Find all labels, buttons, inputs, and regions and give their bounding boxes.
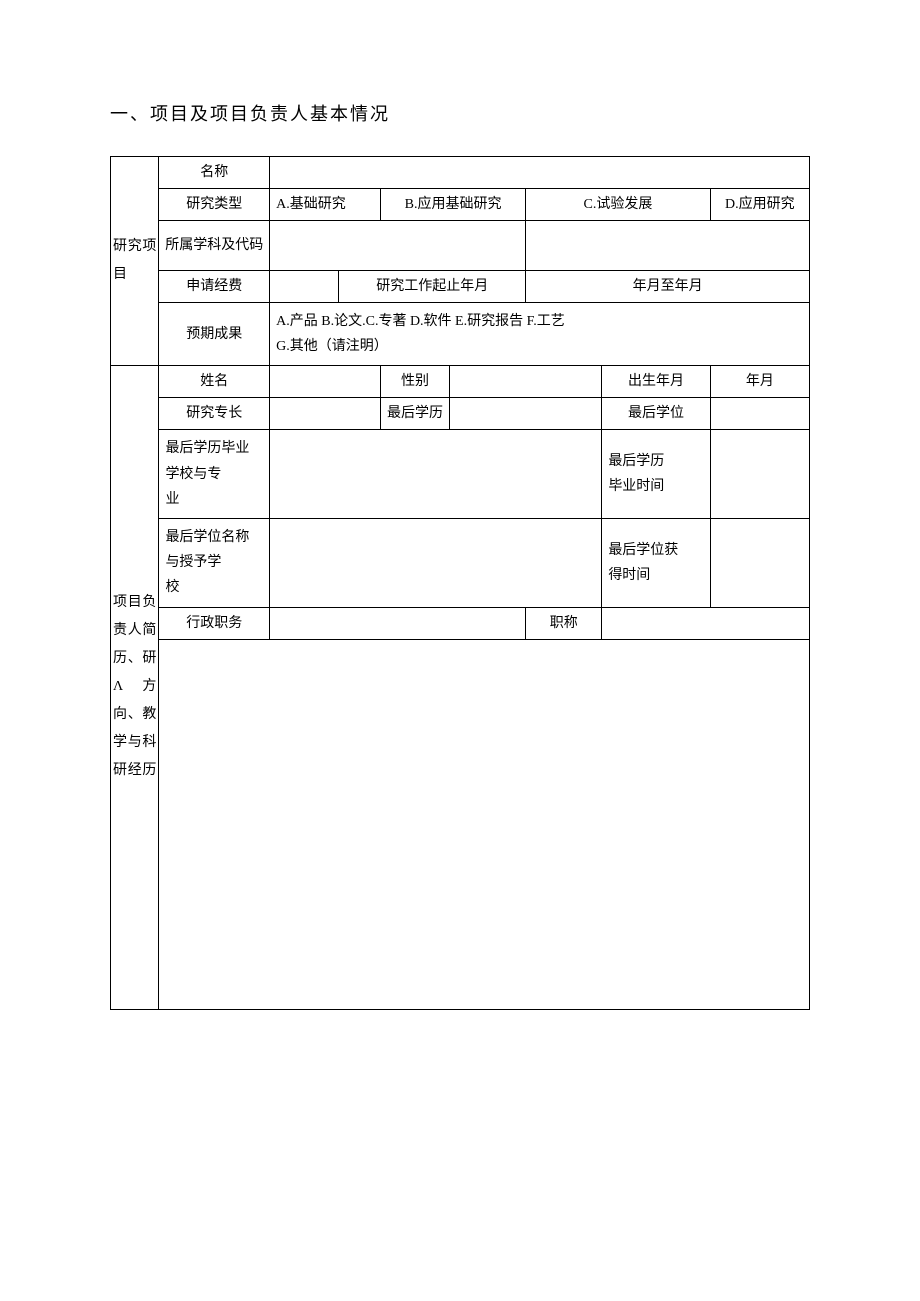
label-birth: 出生年月 bbox=[602, 366, 710, 398]
label-name: 名称 bbox=[159, 157, 270, 189]
label-period: 研究工作起止年月 bbox=[339, 271, 526, 303]
cell-subject-1 bbox=[270, 221, 526, 271]
label-degree-time: 最后学位获 得时间 bbox=[602, 518, 710, 607]
label-degree-name: 最后学位名称 与授予学 校 bbox=[159, 518, 270, 607]
cell-gender-value bbox=[450, 366, 602, 398]
form-table: 研究项目 名称 研究类型 A.基础研究 B.应用基础研究 C.试验发展 D.应用… bbox=[110, 156, 810, 1010]
cell-edu-value bbox=[450, 398, 602, 430]
label-specialty: 研究专长 bbox=[159, 398, 270, 430]
cell-subject-2 bbox=[526, 221, 810, 271]
label-position: 行政职务 bbox=[159, 607, 270, 639]
cell-result-options: A.产品 B.论文.C.专著 D.软件 E.研究报告 F.工艺 G.其他（请注明… bbox=[270, 303, 810, 366]
cell-edu-time-value bbox=[710, 430, 809, 519]
section2-label: 项目负责人简历、研Λ方向、教学与科研经历 bbox=[111, 366, 159, 1009]
cell-degree-value bbox=[710, 398, 809, 430]
label-person-name: 姓名 bbox=[159, 366, 270, 398]
label-edu-time: 最后学历 毕业时间 bbox=[602, 430, 710, 519]
cell-title-value bbox=[602, 607, 810, 639]
label-gender: 性别 bbox=[380, 366, 449, 398]
label-title: 职称 bbox=[526, 607, 602, 639]
label-subject: 所属学科及代码 bbox=[159, 221, 270, 271]
label-school: 最后学历毕业 学校与专 业 bbox=[159, 430, 270, 519]
cell-degree-time-value bbox=[710, 518, 809, 607]
label-type: 研究类型 bbox=[159, 189, 270, 221]
label-degree: 最后学位 bbox=[602, 398, 710, 430]
label-fund: 申请经费 bbox=[159, 271, 270, 303]
cell-specialty-value bbox=[270, 398, 381, 430]
cell-person-name-value bbox=[270, 366, 381, 398]
cell-experience bbox=[159, 639, 810, 1009]
cell-type-c: C.试验发展 bbox=[526, 189, 711, 221]
cell-period-value: 年月至年月 bbox=[526, 271, 810, 303]
cell-name-value bbox=[270, 157, 810, 189]
cell-fund-value bbox=[270, 271, 339, 303]
label-edu: 最后学历 bbox=[380, 398, 449, 430]
label-result: 预期成果 bbox=[159, 303, 270, 366]
cell-type-a: A.基础研究 bbox=[270, 189, 381, 221]
page-title: 一、项目及项目负责人基本情况 bbox=[110, 100, 810, 126]
cell-type-d: D.应用研究 bbox=[710, 189, 809, 221]
cell-school-value bbox=[270, 430, 602, 519]
cell-birth-value: 年月 bbox=[710, 366, 809, 398]
cell-degree-name-value bbox=[270, 518, 602, 607]
cell-type-b: B.应用基础研究 bbox=[380, 189, 525, 221]
section1-label: 研究项目 bbox=[111, 157, 159, 366]
cell-position-value bbox=[270, 607, 526, 639]
